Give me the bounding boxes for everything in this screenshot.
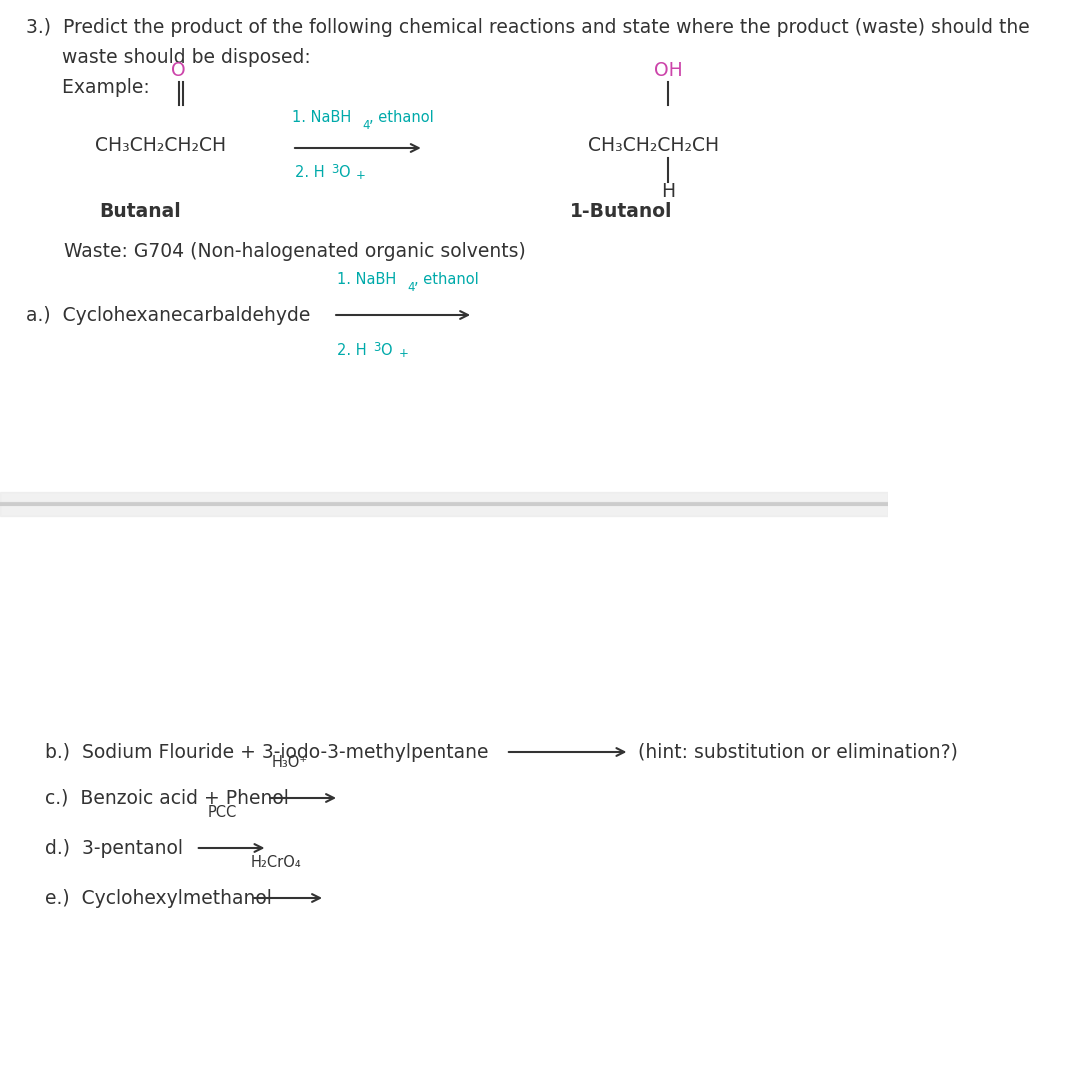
Text: 3: 3 [374, 341, 381, 354]
Text: Example:: Example: [26, 78, 150, 97]
Text: O: O [380, 343, 392, 358]
Text: b.)  Sodium Flouride + 3-iodo-3-methylpentane: b.) Sodium Flouride + 3-iodo-3-methylpen… [45, 742, 489, 762]
Bar [0, 492, 889, 516]
Text: e.)  Cyclohexylmethanol: e.) Cyclohexylmethanol [45, 888, 272, 908]
Text: c.)  Benzoic acid + Phenol: c.) Benzoic acid + Phenol [45, 788, 289, 808]
Text: waste should be disposed:: waste should be disposed: [26, 48, 311, 66]
Text: 4: 4 [407, 281, 415, 294]
Text: 3: 3 [330, 164, 338, 175]
Text: , ethanol: , ethanol [414, 272, 478, 287]
Text: 2. H: 2. H [295, 165, 324, 180]
Text: CH₃CH₂CH₂CH: CH₃CH₂CH₂CH [589, 135, 719, 155]
Text: 1. NaBH: 1. NaBH [337, 272, 396, 287]
Text: Waste: G704 (Non-halogenated organic solvents): Waste: G704 (Non-halogenated organic sol… [64, 242, 526, 261]
Text: d.)  3-pentanol: d.) 3-pentanol [45, 838, 184, 858]
Text: 4: 4 [363, 119, 369, 132]
Text: H: H [661, 182, 675, 201]
Text: H₃O⁺: H₃O⁺ [271, 755, 308, 770]
Text: CH₃CH₂CH₂CH: CH₃CH₂CH₂CH [95, 135, 226, 155]
Text: +: + [399, 347, 408, 360]
Text: O: O [172, 61, 186, 80]
Text: (hint: substitution or elimination?): (hint: substitution or elimination?) [637, 742, 958, 762]
Text: a.)  Cyclohexanecarbaldehyde: a.) Cyclohexanecarbaldehyde [26, 305, 311, 325]
Text: OH: OH [653, 61, 683, 80]
Text: +: + [355, 169, 366, 182]
Text: 1. NaBH: 1. NaBH [292, 110, 351, 125]
Text: 2. H: 2. H [337, 343, 367, 358]
Text: , ethanol: , ethanol [368, 110, 433, 125]
Text: 3.)  Predict the product of the following chemical reactions and state where the: 3.) Predict the product of the following… [26, 19, 1030, 37]
Text: O: O [338, 165, 349, 180]
Text: 1-Butanol: 1-Butanol [570, 202, 673, 221]
Text: Butanal: Butanal [99, 202, 180, 221]
Text: H₂CrO₄: H₂CrO₄ [251, 855, 301, 870]
Text: PCC: PCC [207, 806, 237, 820]
